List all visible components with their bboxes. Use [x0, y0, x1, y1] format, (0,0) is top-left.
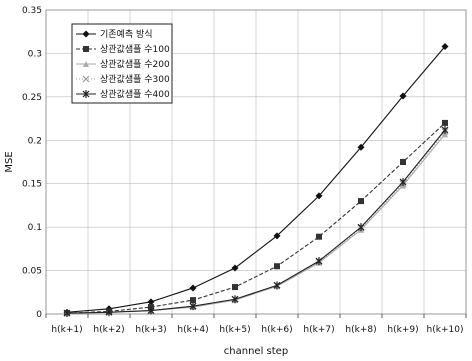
data-point [189, 302, 197, 311]
legend-label: 상관값샘플 수400 [100, 88, 170, 100]
data-point [147, 306, 155, 315]
legend-label: 상관값샘플 수200 [100, 58, 170, 70]
data-point [442, 131, 448, 138]
data-point [273, 281, 281, 290]
data-point [441, 42, 449, 50]
data-point [190, 297, 196, 304]
legend-marker [82, 75, 90, 83]
y-axis-label: MSE [4, 151, 15, 172]
data-point [274, 263, 280, 270]
data-point [400, 159, 406, 165]
x-axis-ticks: h(k+1) h(k+2) h(k+3) h(k+4) h(k+5) h(k+6) h(k+… [45, 314, 467, 335]
series-line [66, 129, 446, 314]
y-tick-label: 0.2 [28, 136, 42, 146]
x-tick-label: h(k+10) [427, 325, 464, 335]
x-tick-label: h(k+2) [93, 325, 124, 335]
y-tick-label: 0 [36, 310, 42, 320]
data-point [442, 119, 448, 126]
y-tick-label: 0.05 [22, 267, 42, 277]
y-tick-label: 0.15 [22, 180, 42, 190]
x-tick-label: h(k+5) [219, 325, 250, 335]
y-tick-label: 0.25 [22, 93, 42, 103]
legend-marker [82, 90, 90, 98]
data-point [273, 232, 281, 240]
legend-label: 상관값샘플 수300 [100, 73, 170, 85]
data-point [63, 309, 71, 318]
data-point [147, 298, 155, 306]
legend-marker [83, 46, 89, 52]
x-tick-label: h(k+3) [135, 325, 166, 335]
legend-label: 상관값샘플 수100 [100, 43, 170, 55]
legend-item: 상관값샘플 수300 [76, 73, 170, 85]
data-point [231, 264, 239, 272]
legend-label: 기존예측 방식 [100, 29, 153, 40]
x-tick-label: h(k+6) [261, 325, 292, 335]
data-point [105, 308, 113, 317]
data-point [399, 177, 407, 186]
x-tick-label: h(k+1) [51, 325, 82, 335]
data-point [399, 92, 407, 100]
y-axis-ticks: 0 0.05 0.1 0.15 0.2 0.25 0.3 0.35 [22, 6, 42, 320]
data-point [232, 284, 238, 291]
legend-item: 상관값샘플 수400 [76, 88, 170, 100]
data-point [315, 192, 323, 200]
x-tick-label: h(k+4) [177, 325, 208, 335]
data-point [357, 143, 365, 151]
x-tick-label: h(k+9) [387, 325, 418, 335]
data-point [441, 125, 449, 134]
data-point [358, 198, 364, 205]
legend-marker [83, 61, 89, 67]
legend-item: 상관값샘플 수200 [76, 58, 170, 70]
data-point [231, 295, 239, 304]
series-group [63, 42, 449, 318]
y-tick-label: 0.1 [28, 223, 42, 233]
legend-item: 상관값샘플 수100 [76, 43, 170, 55]
x-tick-label: h(k+7) [303, 325, 334, 335]
series-line [66, 122, 446, 314]
series-5 [63, 125, 449, 318]
legend-item: 기존예측 방식 [76, 29, 153, 40]
legend-marker [82, 30, 90, 38]
data-point [357, 223, 365, 232]
y-tick-label: 0.3 [28, 49, 42, 59]
y-tick-label: 0.35 [22, 6, 42, 16]
data-point [189, 284, 197, 292]
series-line [66, 46, 446, 313]
x-tick-label: h(k+8) [345, 325, 376, 335]
data-point [315, 257, 323, 266]
x-axis-label: channel step [224, 346, 288, 357]
data-point [316, 233, 322, 240]
